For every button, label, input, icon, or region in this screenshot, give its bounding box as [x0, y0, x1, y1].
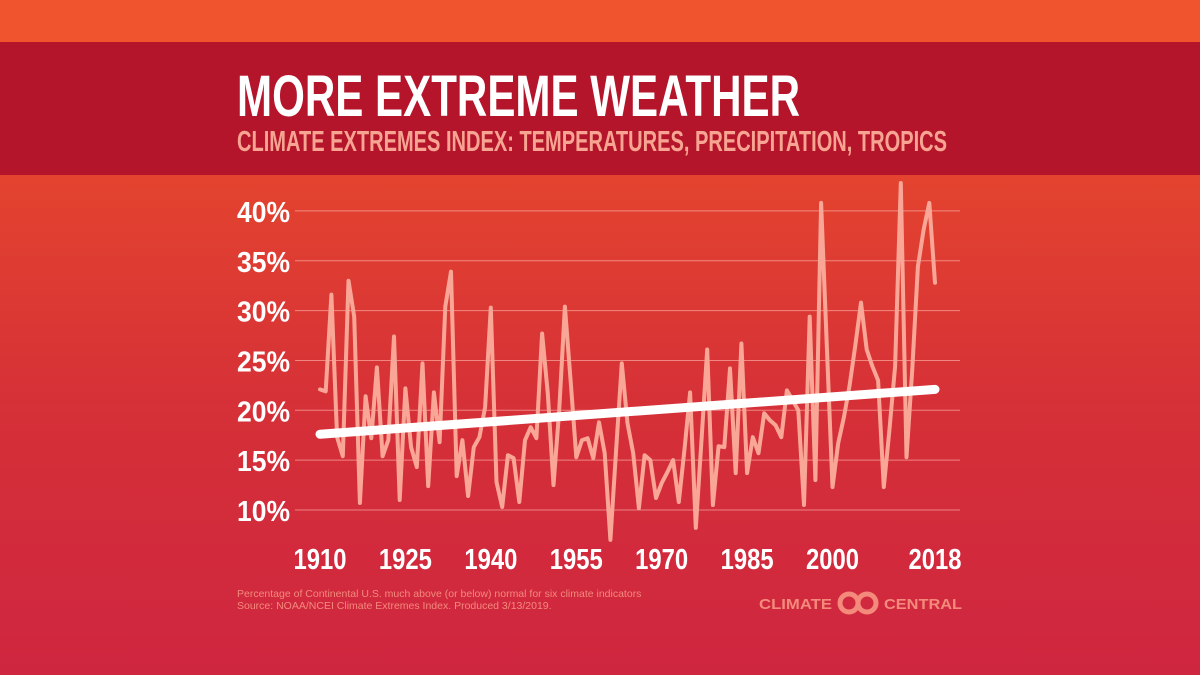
logo-rings-icon [837, 591, 879, 615]
x-tick-label: 1925 [379, 544, 432, 576]
footer-source: Source: NOAA/NCEI Climate Extremes Index… [237, 600, 552, 612]
y-tick-label: 40% [237, 197, 290, 229]
series-line [318, 181, 937, 542]
x-tick-label: 1955 [550, 544, 603, 576]
logo-text-right: CENTRAL [884, 596, 962, 613]
y-tick-label: 10% [237, 496, 290, 528]
x-tick-label: 1940 [464, 544, 517, 576]
trend-line [315, 384, 940, 439]
y-tick-label: 35% [237, 247, 290, 279]
x-tick-label: 1985 [721, 544, 774, 576]
x-tick-label: 1910 [294, 544, 347, 576]
x-axis-ticks: 1910 1925 1940 1955 1970 1985 2000 2018 [294, 544, 962, 576]
x-tick-label: 1970 [635, 544, 688, 576]
x-tick-label: 2018 [909, 544, 962, 576]
title-band [0, 42, 1200, 175]
y-tick-label: 15% [237, 446, 290, 478]
x-tick-label: 2000 [806, 544, 859, 576]
y-tick-label: 20% [237, 396, 290, 428]
top-band [0, 0, 1200, 42]
chart-subtitle: CLIMATE EXTREMES INDEX: TEMPERATURES, PR… [237, 126, 947, 158]
y-axis-ticks: 10% 15% 20% 25% 30% 35% 40% [237, 197, 290, 528]
climate-central-logo: CLIMATE CENTRAL [759, 591, 962, 615]
chart-title: MORE EXTREME WEATHER [237, 64, 800, 129]
y-tick-label: 30% [237, 297, 290, 329]
y-tick-label: 25% [237, 346, 290, 378]
logo-text-left: CLIMATE [759, 596, 832, 613]
footer-note: Percentage of Continental U.S. much abov… [237, 588, 641, 600]
